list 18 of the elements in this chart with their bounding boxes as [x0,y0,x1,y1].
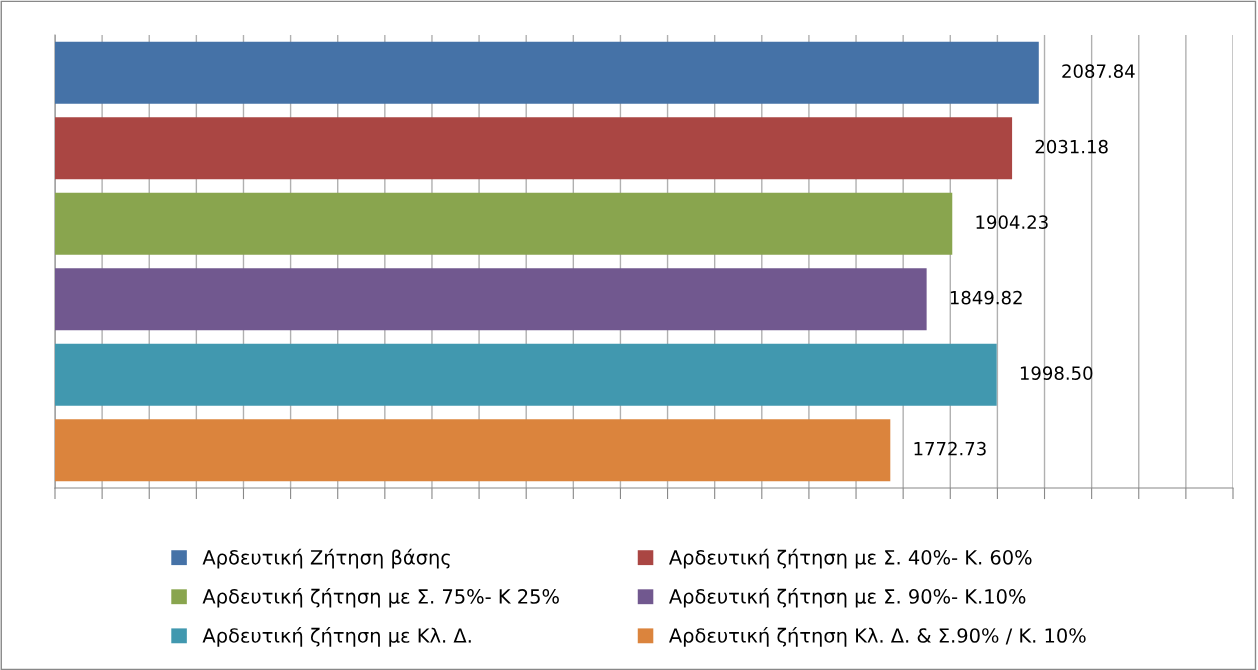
legend-label: Αρδευτική ζήτηση με Σ. 40%- Κ. 60% [669,548,1032,569]
bar [55,419,891,482]
data-label: 2031.18 [1035,139,1108,154]
data-label: 1998.50 [1020,366,1093,380]
bar [55,117,1013,180]
legend-label: Αρδευτική ζήτηση με Κλ. Δ. [202,627,471,647]
data-label: 1849.82 [950,290,1022,305]
legend-label: Αρδευτική ζήτηση με Σ. 75%- Κ 25% [202,587,559,608]
bar [55,41,1039,104]
bar [55,268,927,331]
bar [55,192,953,255]
legend-label: Αρδευτική Ζήτηση βάσης [202,548,450,569]
legend-label: Αρδευτική ζήτηση Κλ. Δ. & Σ.90% / Κ. 10% [669,627,1086,647]
bar [55,343,997,406]
data-label: 1772.73 [914,441,986,456]
legend-label: Αρδευτική ζήτηση με Σ. 90%- Κ.10% [669,587,1026,608]
data-label: 2087.84 [1062,64,1135,78]
data-label: 1904.23 [976,215,1048,229]
